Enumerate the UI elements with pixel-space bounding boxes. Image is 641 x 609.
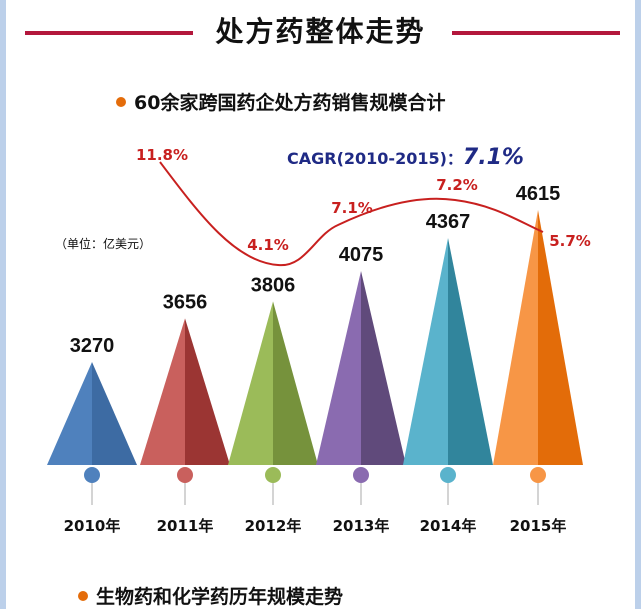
year-label: 2010年: [64, 517, 121, 535]
title-rule-left: [25, 31, 193, 35]
bar-left-face: [403, 237, 448, 465]
bar-right-face: [185, 318, 230, 465]
bar-value-label: 4075: [339, 244, 384, 266]
timeline-dot: [440, 467, 456, 483]
title-rule-right: [452, 31, 620, 35]
cagr-value: 7.1%: [462, 145, 524, 170]
year-label: 2013年: [333, 517, 390, 535]
timeline-dot: [84, 467, 100, 483]
bar-value-label: 3656: [163, 291, 208, 313]
growth-label: 7.1%: [331, 199, 373, 217]
growth-label: 7.2%: [436, 176, 478, 194]
bar-value-label: 4367: [426, 211, 471, 233]
unit-note: （单位：亿美元）: [55, 237, 152, 251]
next-section-heading: 生物药和化学药历年规模走势: [78, 582, 343, 609]
bullet-icon: [78, 590, 88, 601]
bar-left-face: [47, 361, 92, 465]
timeline-dot: [177, 467, 193, 483]
bar-right-face: [538, 209, 583, 465]
timeline-dot: [530, 467, 546, 483]
cagr-note: CAGR(2010-2015)：7.1%: [287, 145, 524, 170]
bar-left-face: [228, 301, 273, 465]
growth-label: 11.8%: [136, 146, 188, 164]
bullet-icon: [116, 96, 126, 107]
chart-subtitle: 60余家跨国药企处方药销售规模合计: [116, 88, 445, 115]
bar-right-face: [361, 270, 406, 465]
bar-value-label: 3270: [70, 335, 115, 357]
growth-label: 5.7%: [549, 232, 591, 250]
bar-right-face: [273, 301, 318, 465]
bar-left-face: [140, 318, 185, 465]
bar-left-face: [493, 209, 538, 465]
bar-left-face: [316, 270, 361, 465]
growth-label: 4.1%: [247, 236, 289, 254]
growth-line: [159, 161, 544, 267]
bar-right-face: [448, 237, 493, 465]
right-border: [635, 0, 641, 609]
bar-right-face: [92, 361, 137, 465]
bar-value-label: 4615: [516, 183, 561, 205]
subtitle-text: 60余家跨国药企处方药销售规模合计: [134, 92, 446, 114]
timeline-dot: [265, 467, 281, 483]
year-label: 2015年: [510, 517, 567, 535]
next-section-text: 生物药和化学药历年规模走势: [96, 586, 344, 608]
timeline-dot: [353, 467, 369, 483]
year-label: 2011年: [157, 517, 214, 535]
page-title: 处方药整体走势: [215, 15, 426, 48]
year-label: 2012年: [245, 517, 302, 535]
cagr-label: CAGR(2010-2015)：: [287, 149, 463, 168]
year-label: 2014年: [420, 517, 477, 535]
left-border: [0, 0, 6, 609]
bar-value-label: 3806: [251, 274, 296, 296]
